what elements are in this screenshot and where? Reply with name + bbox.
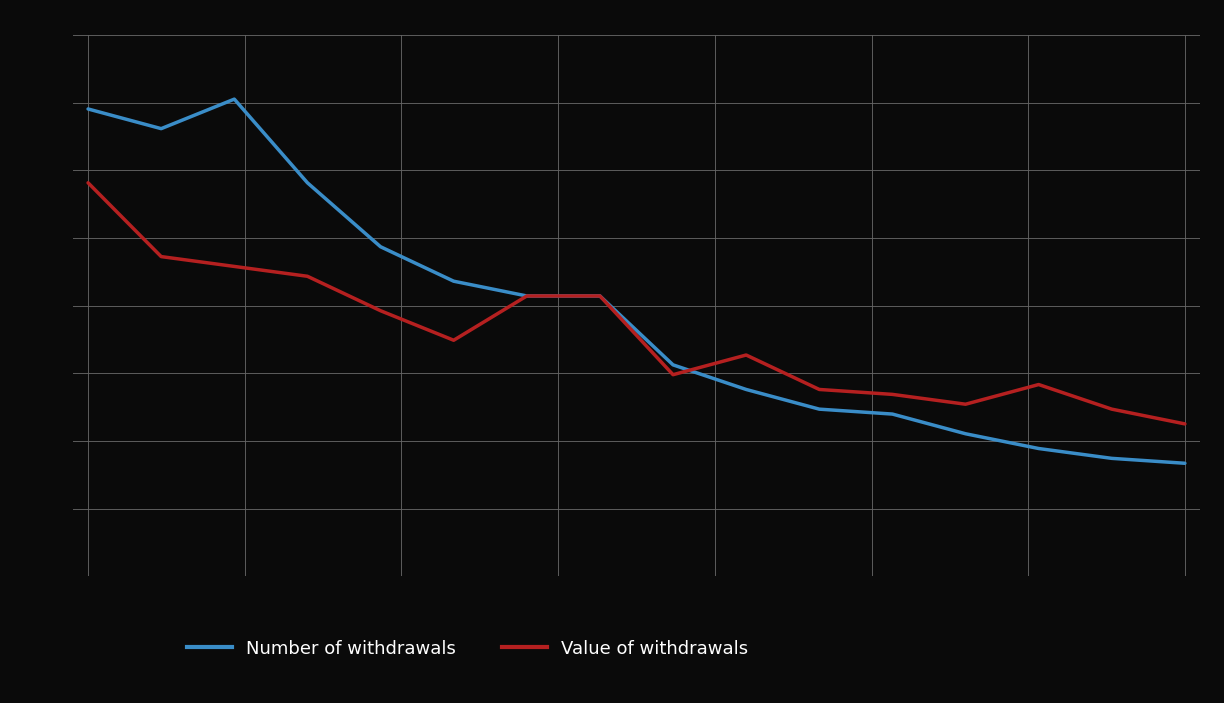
Legend: Number of withdrawals, Value of withdrawals: Number of withdrawals, Value of withdraw… [180, 633, 755, 665]
